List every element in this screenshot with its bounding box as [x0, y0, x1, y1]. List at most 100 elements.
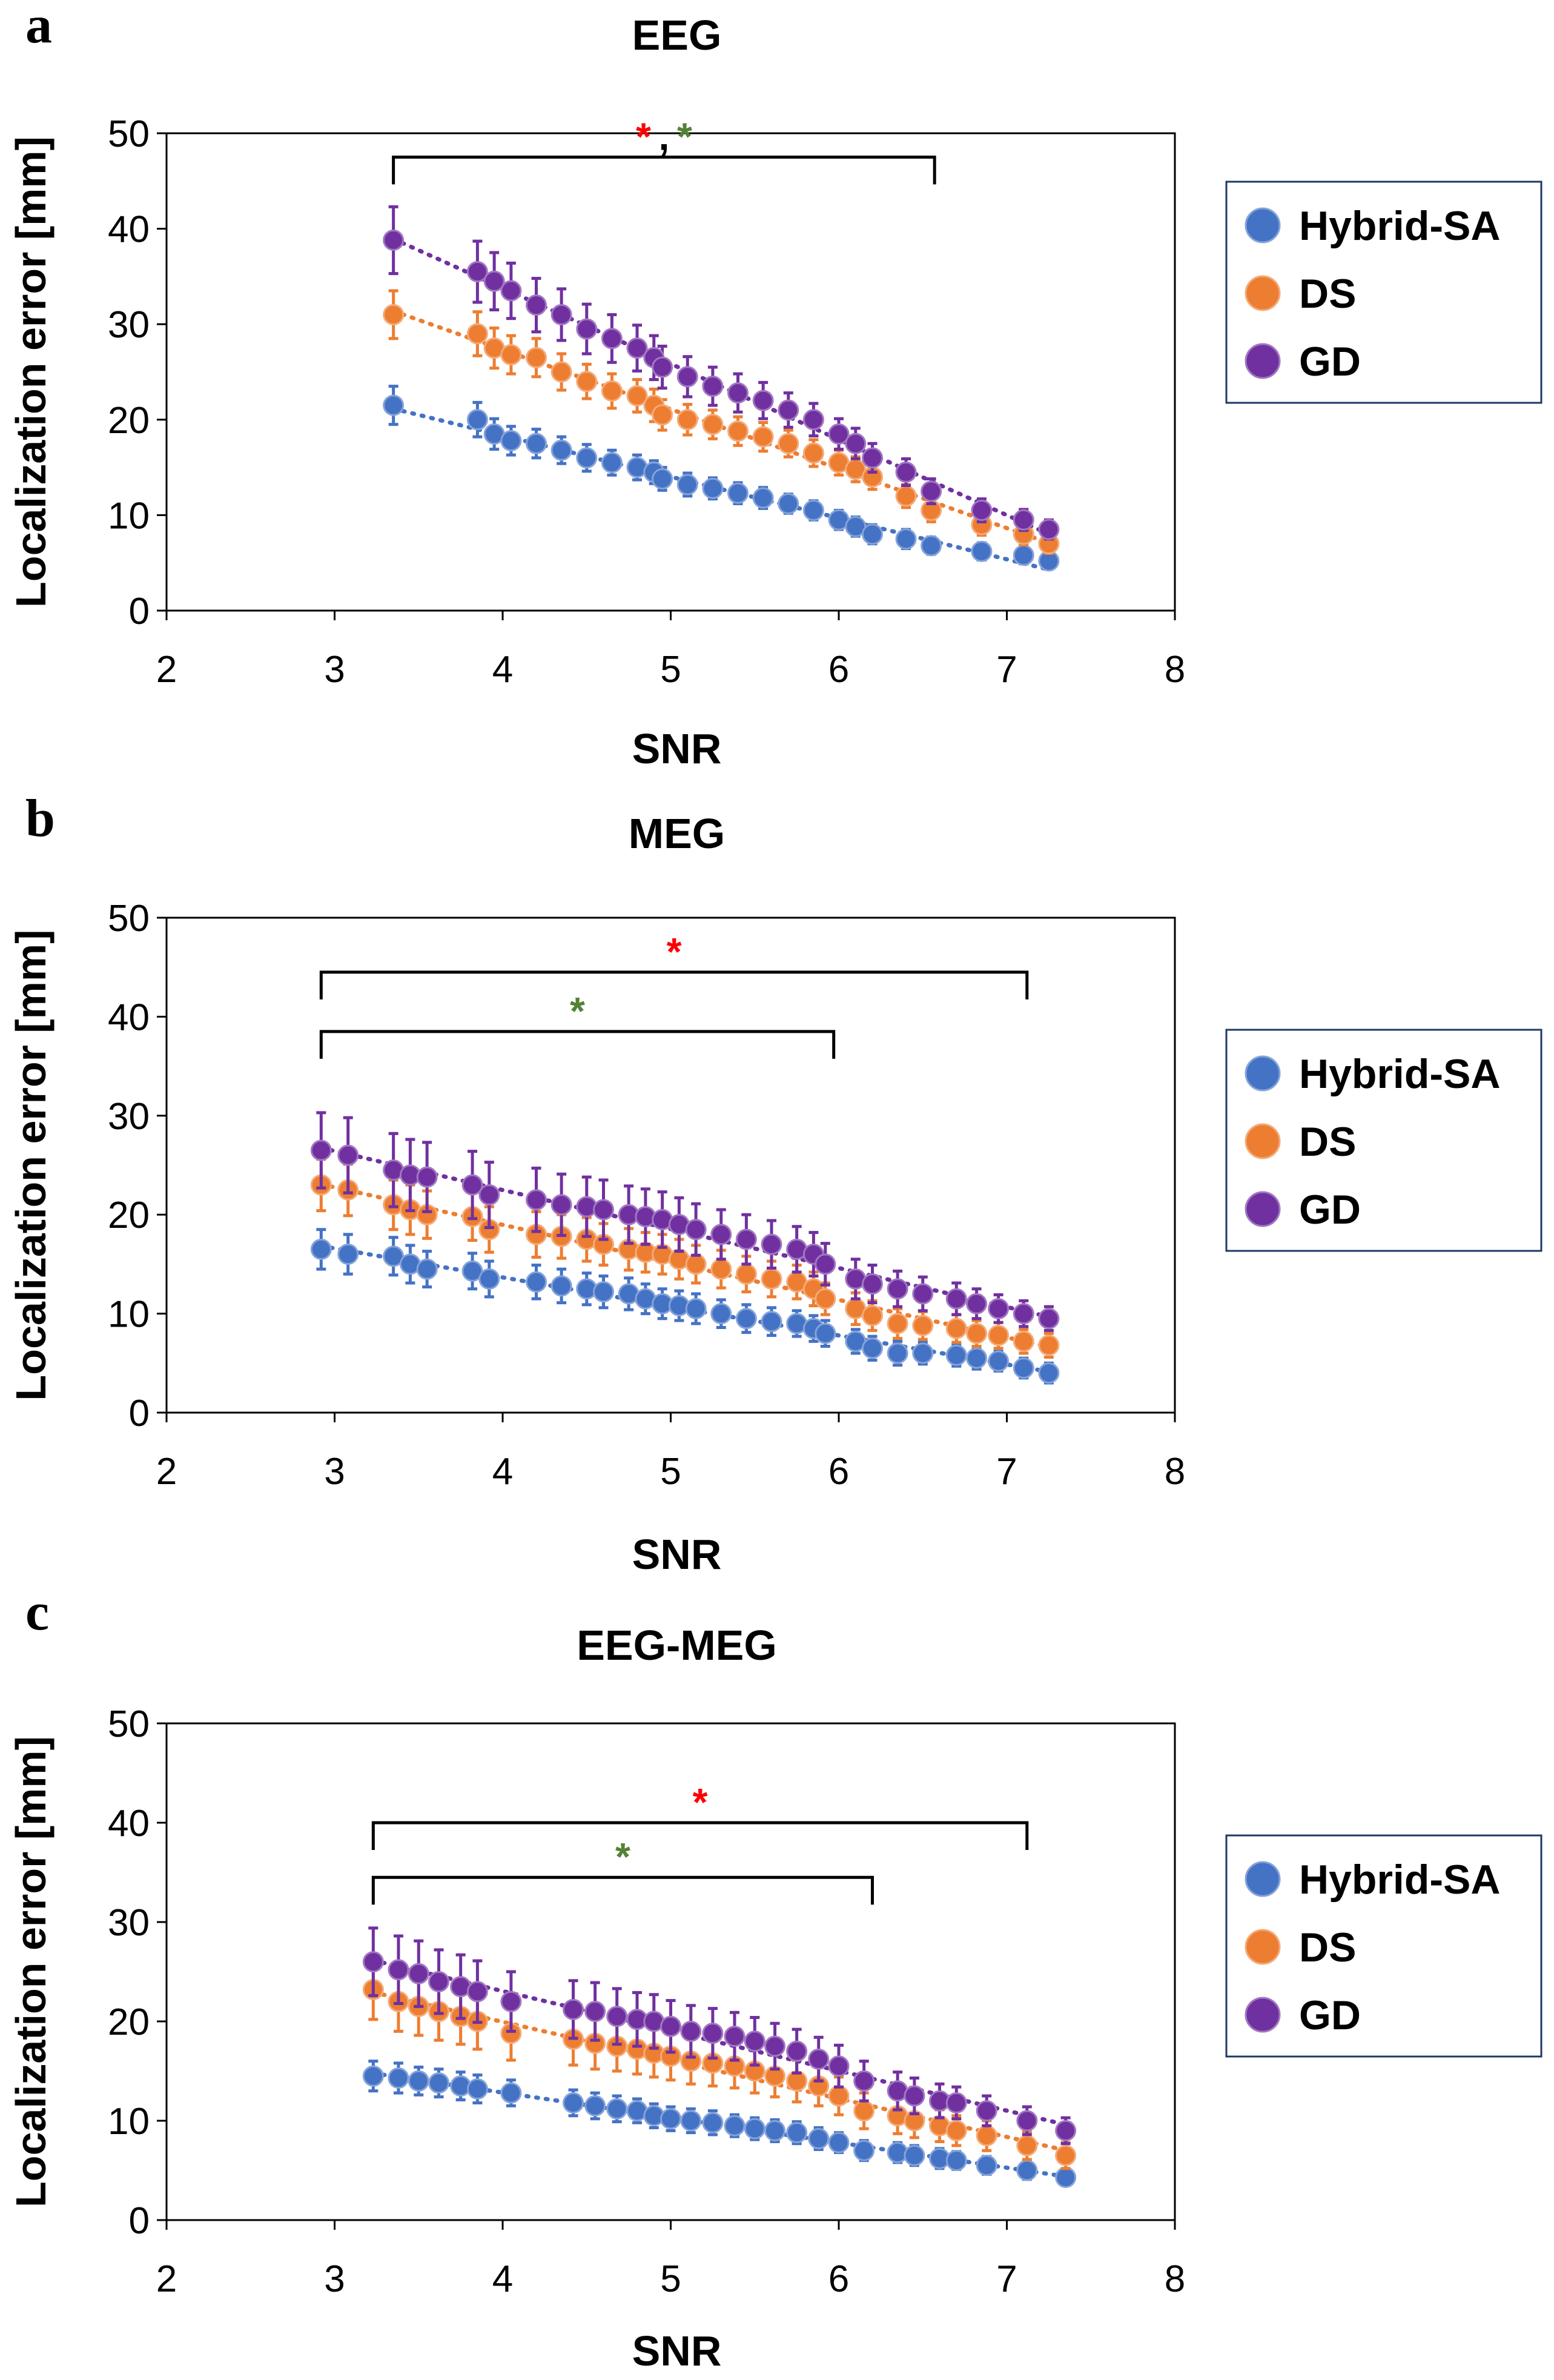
data-point: [862, 1305, 883, 1327]
data-point: [526, 346, 547, 368]
legend: Hybrid-SA DS GD: [1225, 1029, 1542, 1252]
y-tick-label: 50: [108, 1703, 150, 1745]
data-point: [1038, 519, 1060, 540]
data-point: [976, 2155, 997, 2176]
data-point: [362, 2065, 384, 2087]
x-tick-label: 2: [156, 1451, 177, 1493]
x-tick-label: 4: [492, 2258, 513, 2300]
y-tick-label: 10: [108, 2101, 150, 2143]
data-point: [966, 1293, 988, 1314]
legend: Hybrid-SA DS GD: [1225, 1834, 1542, 2058]
significance-separator: ,: [659, 114, 670, 158]
y-tick-label: 30: [108, 1902, 150, 1944]
data-point: [966, 1322, 988, 1344]
y-tick-label: 20: [108, 1195, 150, 1236]
y-tick-label: 50: [108, 113, 150, 155]
data-point: [808, 2048, 830, 2070]
y-tick-label: 30: [108, 1096, 150, 1138]
data-point: [461, 1174, 483, 1196]
data-point: [1013, 1303, 1034, 1325]
data-point: [551, 1194, 572, 1216]
chart-title: EEG: [632, 12, 722, 59]
data-point: [988, 1298, 1010, 1319]
x-tick-label: 7: [996, 1451, 1017, 1493]
data-point: [710, 1258, 732, 1280]
significance-star: *: [677, 114, 692, 158]
data-point: [761, 1233, 782, 1255]
data-point: [676, 366, 698, 388]
data-point: [853, 2070, 875, 2092]
data-point: [744, 2030, 765, 2052]
data-point: [466, 1981, 488, 2003]
y-tick-label: 30: [108, 304, 150, 346]
data-point: [1055, 2166, 1077, 2188]
data-point: [466, 2078, 488, 2100]
data-point: [1013, 545, 1034, 566]
data-point: [887, 1313, 908, 1334]
data-point: [945, 2150, 967, 2172]
data-point: [828, 423, 850, 445]
data-point: [362, 1951, 384, 1973]
legend-marker: [1245, 1861, 1281, 1897]
legend-marker: [1245, 343, 1281, 379]
data-point: [904, 2144, 925, 2166]
data-point: [815, 1288, 836, 1310]
x-tick-label: 4: [492, 649, 513, 691]
data-point: [735, 1263, 757, 1285]
series-hybrid-sa: [362, 2060, 1077, 2188]
y-tick-label: 10: [108, 495, 150, 537]
x-tick-label: 2: [156, 2258, 177, 2300]
y-tick-label: 40: [108, 1803, 150, 1845]
data-point: [702, 477, 724, 499]
data-point: [383, 303, 405, 325]
data-point: [660, 2015, 681, 2037]
series-ds: [383, 289, 1060, 555]
data-point: [676, 409, 698, 431]
significance-star: *: [636, 114, 651, 158]
x-tick-label: 8: [1165, 2258, 1185, 2300]
data-point: [710, 1303, 732, 1325]
legend-marker: [1245, 1997, 1281, 2033]
data-point: [337, 1144, 359, 1166]
data-point: [483, 270, 505, 292]
data-point: [310, 1139, 332, 1161]
series-hybrid-sa: [383, 385, 1060, 572]
y-tick-label: 20: [108, 2001, 150, 2043]
data-point: [676, 474, 698, 496]
data-point: [601, 452, 623, 474]
x-tick-label: 3: [324, 649, 345, 691]
data-point: [551, 439, 572, 461]
data-point: [976, 2100, 997, 2122]
data-point: [966, 1347, 988, 1369]
data-point: [601, 380, 623, 402]
data-point: [815, 1253, 836, 1275]
data-point: [862, 1338, 883, 1359]
data-point: [727, 420, 749, 442]
y-tick-label: 20: [108, 400, 150, 442]
data-point: [862, 1273, 883, 1295]
panel-letter: a: [25, 0, 52, 55]
data-point: [388, 1959, 409, 1981]
data-point: [1055, 2144, 1077, 2166]
x-axis-label: SNR: [632, 1531, 722, 1578]
data-point: [764, 2035, 786, 2057]
x-tick-label: 6: [828, 649, 849, 691]
legend-label: GD: [1299, 1992, 1361, 2038]
data-point: [887, 1278, 908, 1300]
x-tick-label: 6: [828, 2258, 849, 2300]
data-point: [802, 409, 824, 431]
data-point: [786, 2122, 808, 2144]
data-point: [887, 1342, 908, 1364]
data-point: [945, 2092, 967, 2113]
data-point: [576, 447, 598, 469]
x-tick-label: 8: [1165, 649, 1185, 691]
data-point: [702, 376, 724, 397]
data-point: [988, 1350, 1010, 1372]
data-point: [388, 2067, 409, 2089]
data-point: [778, 433, 799, 454]
y-tick-label: 40: [108, 209, 150, 251]
data-point: [1013, 509, 1034, 531]
panel-letter: c: [25, 1583, 49, 1642]
data-point: [500, 280, 522, 302]
data-point: [702, 414, 724, 436]
